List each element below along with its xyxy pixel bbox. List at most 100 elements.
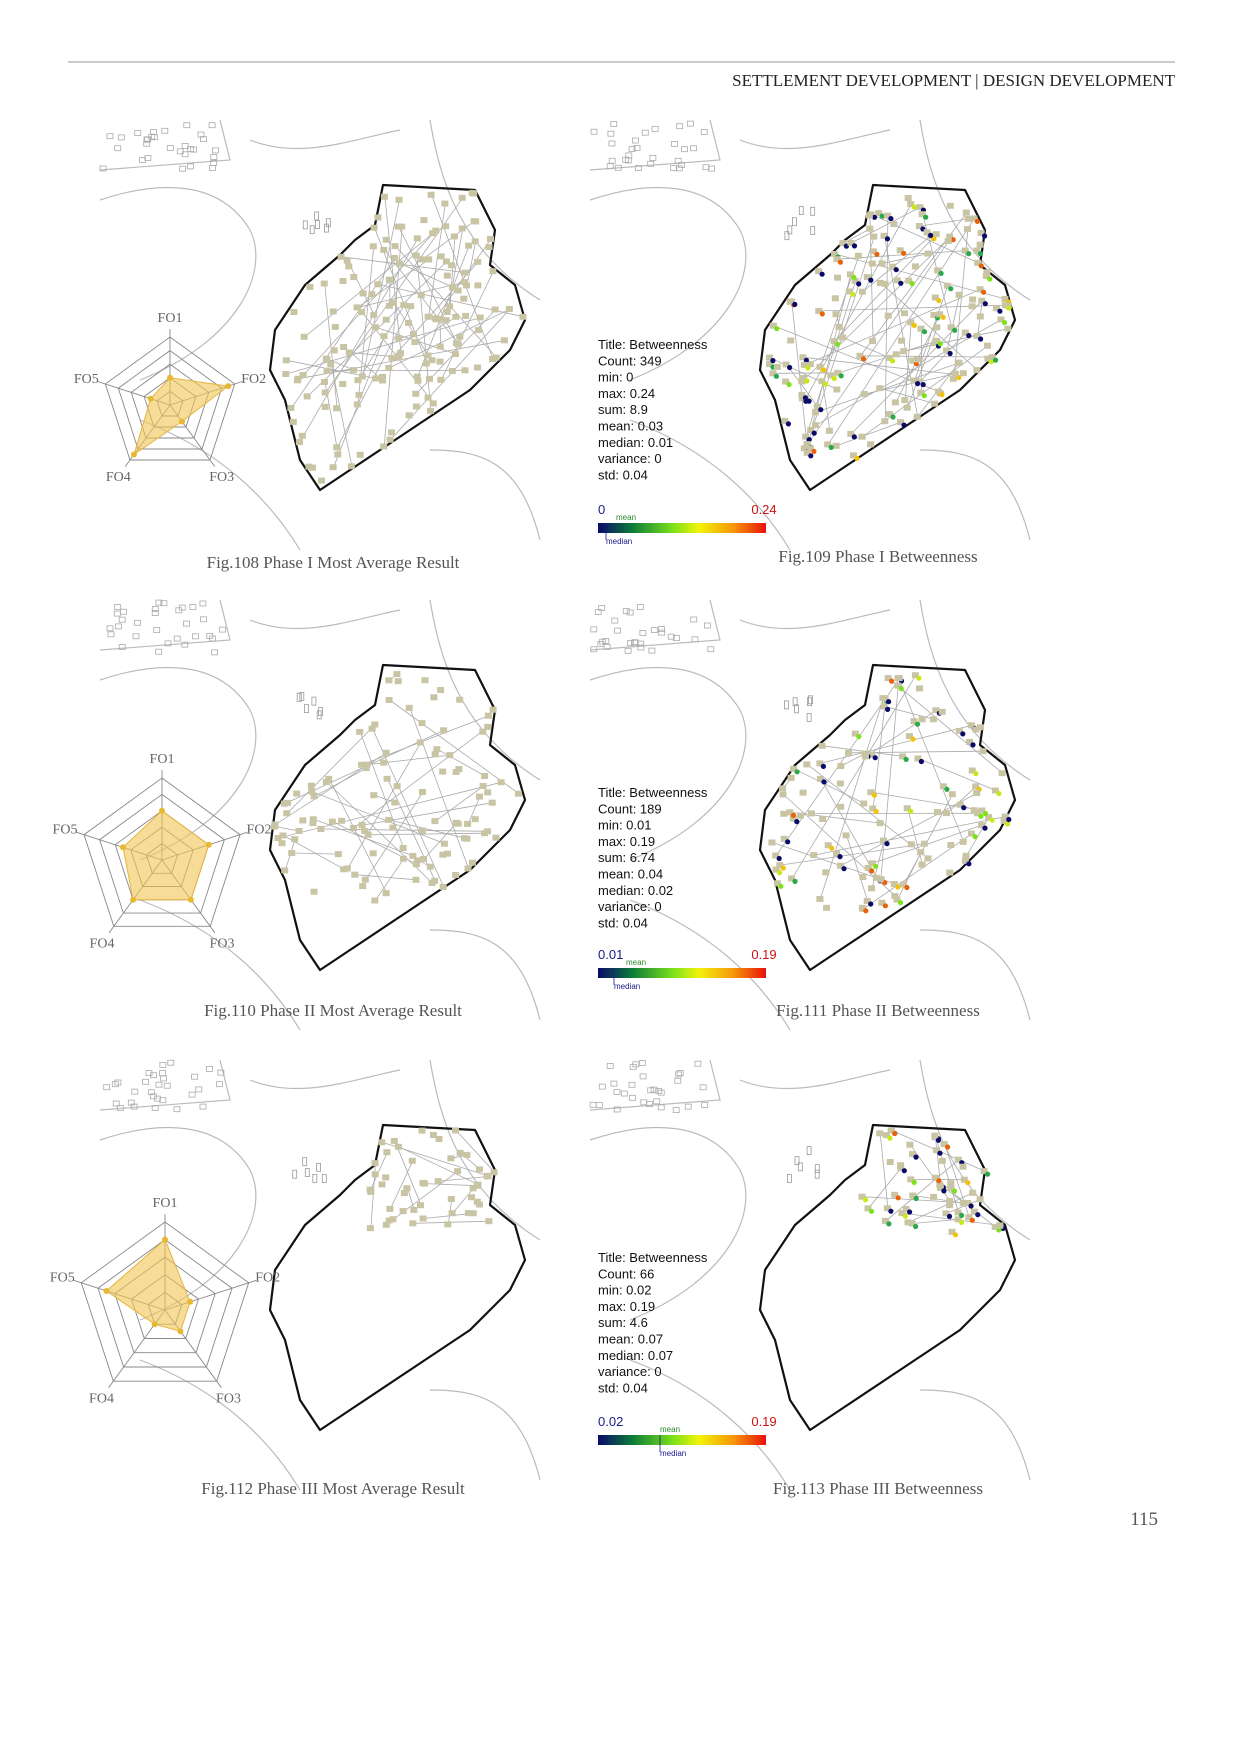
building-plot xyxy=(890,881,898,887)
building-plot xyxy=(978,297,986,304)
building-plot xyxy=(484,789,492,796)
context-building xyxy=(626,609,634,616)
network-edge xyxy=(820,778,878,878)
building-plot xyxy=(976,241,984,248)
legend-median-label: median xyxy=(614,982,640,991)
building-plot xyxy=(856,352,864,359)
network-edge xyxy=(431,194,494,360)
building-plot xyxy=(370,224,378,231)
context-building xyxy=(590,646,598,653)
context-building xyxy=(606,1063,614,1069)
network-node xyxy=(959,1219,965,1225)
network-node xyxy=(851,274,857,280)
building-plot xyxy=(391,255,399,261)
context-building xyxy=(155,1081,163,1088)
building-plot xyxy=(973,333,981,339)
building-plot xyxy=(868,751,876,758)
network-node xyxy=(794,819,800,825)
context-building xyxy=(602,638,610,644)
building-plot xyxy=(959,1163,967,1170)
building-plot xyxy=(917,849,925,856)
building-plot xyxy=(386,436,394,443)
network-edge xyxy=(885,1159,960,1222)
stat-line: std: 0.04 xyxy=(598,915,648,930)
context-building xyxy=(647,160,655,167)
context-building xyxy=(176,148,184,155)
network-node xyxy=(966,251,972,257)
building-plot xyxy=(442,317,450,324)
building-plot xyxy=(907,201,915,207)
building-plot xyxy=(280,800,288,807)
building-plot xyxy=(371,324,379,331)
network-node xyxy=(835,341,841,347)
building-plot xyxy=(976,1196,984,1203)
context-building xyxy=(635,165,642,171)
network-node xyxy=(792,878,798,884)
network-node xyxy=(909,281,915,287)
building-plot xyxy=(397,350,404,357)
building-plot xyxy=(395,354,403,361)
building-plot xyxy=(390,299,397,306)
building-plot xyxy=(915,223,923,229)
building-plot xyxy=(997,316,1005,323)
building-plot xyxy=(832,311,840,318)
building-plot xyxy=(274,835,282,841)
building-plot xyxy=(474,258,482,265)
building-plot xyxy=(431,818,439,825)
building-plot xyxy=(391,799,399,806)
building-plot xyxy=(948,791,956,798)
context-road xyxy=(99,1126,257,1321)
building-plot xyxy=(454,341,462,348)
context-building xyxy=(311,696,317,706)
building-plot xyxy=(476,1166,483,1173)
network-edge xyxy=(815,362,960,413)
building-plot xyxy=(898,1210,906,1217)
stat-line: variance: 0 xyxy=(598,451,662,466)
context-road xyxy=(919,599,1031,781)
building-plot xyxy=(782,378,790,385)
context-road xyxy=(589,599,721,651)
building-plot xyxy=(380,246,388,253)
context-building xyxy=(179,165,187,172)
context-building xyxy=(704,622,711,629)
building-plot xyxy=(371,1171,379,1178)
network-edge xyxy=(368,832,486,836)
network-edge xyxy=(394,1140,422,1206)
network-edge xyxy=(862,235,932,293)
building-plot xyxy=(882,1132,890,1139)
network-node xyxy=(820,763,826,769)
network-edge xyxy=(362,802,493,826)
building-plot xyxy=(842,832,850,839)
network-node xyxy=(910,736,916,742)
network-edge xyxy=(946,786,977,814)
site-boundary xyxy=(268,1123,527,1432)
context-building xyxy=(690,145,697,152)
network-edge xyxy=(851,300,983,435)
network-edge xyxy=(882,253,929,264)
page-number: 115 xyxy=(1130,1509,1158,1530)
stat-line: variance: 0 xyxy=(598,1364,662,1379)
building-plot xyxy=(1001,295,1009,302)
building-plot xyxy=(931,294,939,301)
building-plot xyxy=(909,1151,916,1158)
context-building xyxy=(208,122,216,129)
network-node xyxy=(918,758,924,765)
network-node xyxy=(916,675,922,681)
network-edge xyxy=(860,355,993,358)
building-plot xyxy=(329,308,337,315)
stat-line: std: 0.04 xyxy=(598,467,648,482)
context-building xyxy=(190,146,197,153)
building-plot xyxy=(382,236,390,243)
network-node xyxy=(888,216,894,222)
network-edge xyxy=(413,1220,490,1224)
stat-line: Title: Betweenness xyxy=(598,785,708,800)
context-road xyxy=(249,1069,401,1090)
building-plot xyxy=(413,373,421,380)
building-plot xyxy=(279,832,287,839)
legend-min: 0.02 xyxy=(598,1414,623,1429)
radar-ring xyxy=(104,336,236,461)
building-plot xyxy=(425,256,433,263)
building-plot xyxy=(414,377,422,384)
building-plot xyxy=(905,277,913,284)
context-building xyxy=(657,1089,665,1096)
